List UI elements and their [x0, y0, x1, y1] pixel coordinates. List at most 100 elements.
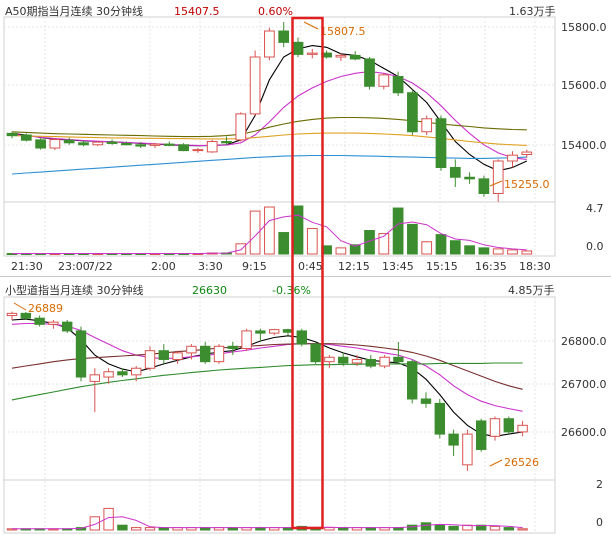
- dow-high-annotation: 26889: [13, 302, 63, 315]
- candle-body: [78, 142, 89, 146]
- candle-body: [158, 350, 169, 360]
- dow-high-label: 26889: [28, 302, 63, 315]
- volume-bar: [492, 248, 504, 255]
- candle-body: [407, 361, 418, 400]
- x-tick: 2:00: [151, 260, 176, 273]
- candle-body: [63, 139, 75, 144]
- volume-bar: [292, 205, 304, 255]
- x-tick: 7/22: [88, 260, 113, 273]
- candle-body: [20, 134, 32, 141]
- volume-bar: [448, 525, 459, 531]
- volume-bar: [349, 244, 361, 255]
- dow-vol-tick-1: 2: [596, 478, 603, 491]
- volume-bar: [144, 527, 156, 531]
- a50-change: 0.60%: [258, 5, 293, 18]
- highlight-box: [291, 16, 324, 530]
- volume-bar: [489, 525, 501, 531]
- top-volume-frame: [3, 201, 556, 257]
- dow-volume-max: 4.85万手: [508, 283, 555, 297]
- a50-high-label: 15807.5: [320, 25, 366, 38]
- candle-body: [35, 139, 46, 149]
- candle-body: [306, 52, 318, 55]
- volume-bar: [464, 245, 475, 255]
- candle-body: [192, 149, 204, 152]
- volume-ma-line: [12, 516, 523, 530]
- dow-ytick-2: 26700.0: [561, 378, 607, 391]
- volume-bar: [264, 206, 275, 255]
- volume-bar: [335, 247, 347, 255]
- candle-body: [206, 141, 218, 153]
- x-tick: 23:00: [58, 260, 90, 273]
- candle-body: [269, 329, 280, 334]
- candle-body: [349, 54, 361, 60]
- candle-body: [186, 345, 197, 354]
- a50-high-annotation: 15807.5: [303, 21, 366, 38]
- candle-body: [379, 356, 390, 367]
- candle-body: [255, 330, 266, 334]
- x-tick: 16:35: [475, 260, 507, 273]
- candle-body: [178, 144, 189, 152]
- candle-body: [335, 54, 347, 58]
- x-tick: 0:45: [298, 260, 323, 273]
- dow-title: 小型道指当月连续 30分钟线: [5, 283, 144, 297]
- candle-body: [34, 317, 45, 325]
- candle-body: [364, 58, 375, 87]
- ma-line-ma_blue: [11, 154, 527, 175]
- a50-price: 15407.5: [174, 5, 220, 18]
- dow-ytick-3: 26600.0: [561, 426, 607, 439]
- candle-body: [435, 118, 447, 168]
- candle-body: [365, 358, 376, 367]
- volume-bar: [449, 240, 461, 255]
- volume-ma-line: [12, 214, 527, 254]
- candle-body: [393, 356, 404, 363]
- volume-bar: [324, 527, 335, 531]
- volume-bar: [278, 232, 290, 255]
- volume-bar: [517, 528, 528, 531]
- candle-body: [235, 113, 247, 141]
- candle-body: [292, 41, 304, 55]
- volume-bar: [434, 524, 445, 531]
- dow-ytick-1: 26800.0: [561, 335, 607, 348]
- candle-body: [117, 371, 128, 376]
- candle-body: [310, 343, 321, 363]
- candle-body: [62, 321, 73, 332]
- candle-body: [89, 374, 100, 382]
- candle-body: [213, 345, 225, 363]
- candle-body: [420, 398, 432, 404]
- candle-body: [227, 345, 238, 349]
- volume-bar: [407, 223, 418, 255]
- dow-mini-chart: [6, 311, 528, 531]
- candle-body: [378, 74, 390, 87]
- x-tick: 18:30: [519, 260, 551, 273]
- candle-body: [241, 330, 252, 349]
- volume-bar: [478, 247, 490, 255]
- volume-bar: [503, 527, 514, 531]
- ma-line-ma_magenta: [11, 322, 523, 412]
- a50-ytick-3: 15400.0: [561, 139, 607, 152]
- volume-bar: [507, 249, 518, 255]
- candle-body: [521, 151, 533, 155]
- candle-body: [421, 118, 433, 133]
- candle-body: [503, 418, 514, 433]
- top-price-frame: [3, 16, 556, 203]
- bottom-volume-frame: [3, 479, 556, 534]
- candle-body: [449, 167, 461, 178]
- volume-bar: [249, 210, 261, 255]
- candle-body: [6, 312, 18, 317]
- candle-body: [103, 371, 114, 378]
- candle-body: [264, 30, 275, 58]
- candle-body: [144, 350, 156, 369]
- candle-body: [135, 144, 147, 147]
- candle-body: [296, 330, 307, 345]
- a50-low-annotation: 15255.0: [489, 178, 550, 191]
- a50-vol-tick-2: 0.0: [586, 240, 604, 253]
- candle-body: [48, 321, 59, 325]
- candle-body: [478, 178, 490, 194]
- candle-body: [392, 76, 404, 94]
- volume-bar: [392, 207, 404, 255]
- volume-bar: [89, 516, 100, 531]
- ma-line-ma_magenta: [11, 71, 527, 160]
- candle-body: [200, 345, 211, 363]
- x-tick: 9:15: [242, 260, 267, 273]
